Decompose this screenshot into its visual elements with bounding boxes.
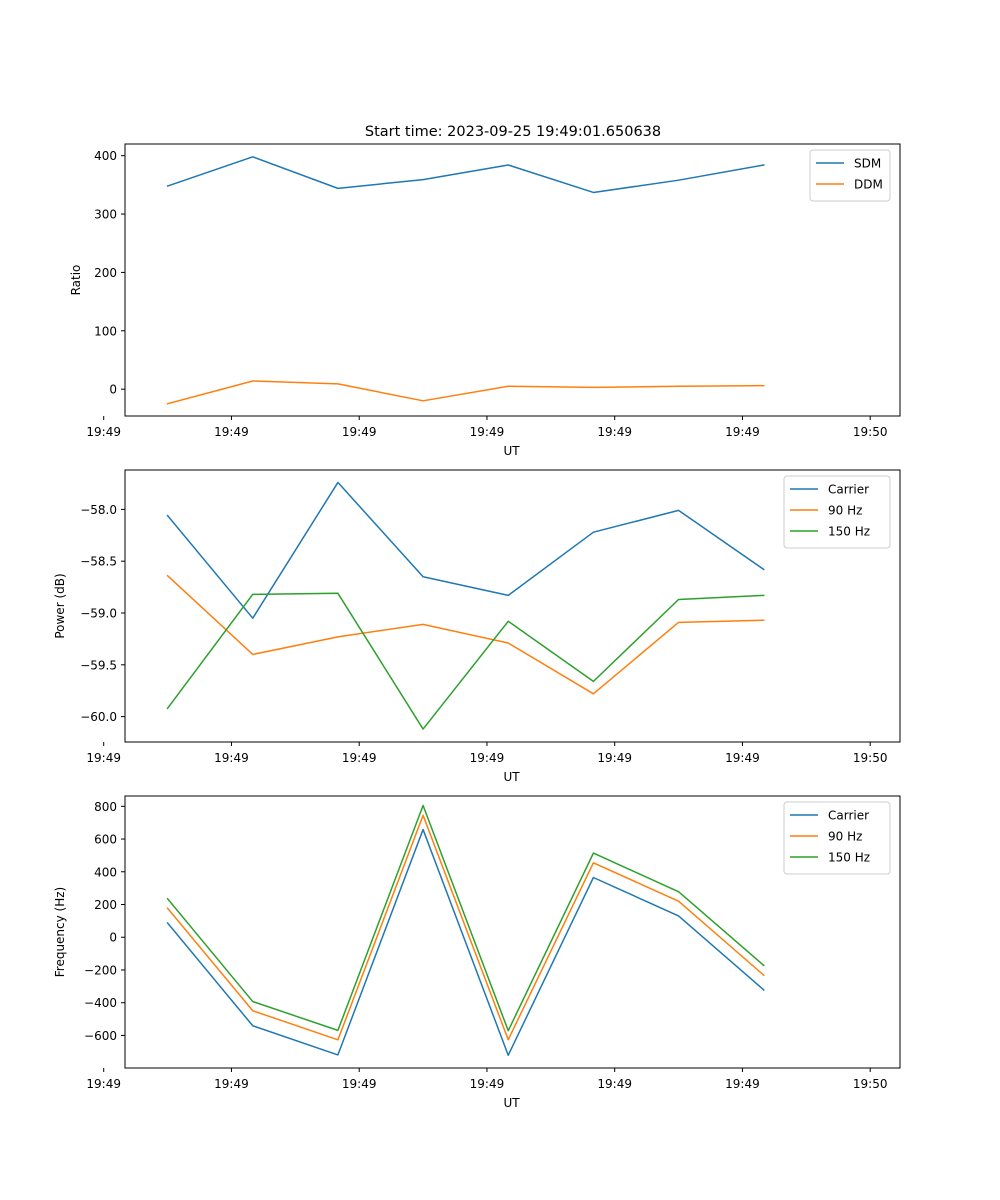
ratio-y-tick-label: 0 <box>109 383 117 397</box>
power-legend-label: Carrier <box>828 483 869 497</box>
ratio-legend: SDM DDM <box>809 149 891 202</box>
power-y-tick-label: −58.0 <box>80 503 117 517</box>
frequency-axes-frame <box>124 795 901 1069</box>
power-legend-label: 150 Hz <box>828 525 870 539</box>
frequency-legend-label: 90 Hz <box>828 830 862 844</box>
frequency-x-tick-label: 19:49 <box>725 1077 760 1091</box>
power-x-tick-label: 19:49 <box>214 751 249 765</box>
power-x-tick-label: 19:49 <box>470 751 505 765</box>
ratio-y-tick-label: 400 <box>94 149 117 163</box>
frequency-chart: 19:49 19:49 19:49 19:49 19:49 19:49 19:50 −600 −… <box>53 795 901 1110</box>
ratio-x-tick-label: 19:49 <box>470 425 505 439</box>
frequency-y-tick-label: 800 <box>94 800 117 814</box>
ratio-legend-label: DDM <box>854 178 883 192</box>
frequency-series-150-hz-line <box>166 804 765 1032</box>
power-y-tick-label: −58.5 <box>80 555 117 569</box>
ratio-axes-frame <box>124 143 901 417</box>
power-legend-box <box>783 475 891 549</box>
frequency-y-tick-label: 400 <box>94 865 117 879</box>
frequency-y-tick-label: −200 <box>84 963 117 977</box>
frequency-legend-label: Carrier <box>828 809 869 823</box>
ratio-x-tick-label: 19:49 <box>86 425 121 439</box>
frequency-y-tick-label: 0 <box>109 931 117 945</box>
power-series-carrier-line <box>166 481 765 619</box>
power-series-90-hz-line <box>166 574 765 695</box>
power-x-axis-label: UT <box>503 770 520 784</box>
frequency-legend-label: 150 Hz <box>828 851 870 865</box>
ratio-x-axis-label: UT <box>503 444 520 458</box>
ratio-chart: 19:49 19:49 19:49 19:49 19:49 19:49 19:50 0 100 2… <box>69 143 901 458</box>
frequency-x-tick-label: 19:50 <box>853 1077 888 1091</box>
frequency-x-tick-label: 19:49 <box>597 1077 632 1091</box>
frequency-x-tick-label: 19:49 <box>86 1077 121 1091</box>
ratio-y-tick-label: 100 <box>94 324 117 338</box>
power-chart: 19:49 19:49 19:49 19:49 19:49 19:49 19:50 −60.0… <box>53 469 901 784</box>
power-legend-label: 90 Hz <box>828 504 862 518</box>
ratio-x-tick-label: 19:49 <box>342 425 377 439</box>
power-y-tick-label: −59.5 <box>80 658 117 672</box>
power-x-tick-label: 19:49 <box>597 751 632 765</box>
ratio-x-tick-label: 19:50 <box>853 425 888 439</box>
power-series-150-hz-line <box>166 592 765 730</box>
frequency-y-tick-label: 600 <box>94 833 117 847</box>
power-x-tick-label: 19:49 <box>725 751 760 765</box>
ratio-y-tick-label: 200 <box>94 266 117 280</box>
frequency-y-tick-label: 200 <box>94 898 117 912</box>
frequency-y-tick-label: −600 <box>84 1029 117 1043</box>
plots-container: 19:49 19:49 19:49 19:49 19:49 19:49 19:50 0 100 2… <box>53 143 901 1110</box>
power-y-axis-label: Power (dB) <box>53 573 67 638</box>
ratio-x-tick-label: 19:49 <box>725 425 760 439</box>
power-x-tick-label: 19:50 <box>853 751 888 765</box>
frequency-x-tick-label: 19:49 <box>342 1077 377 1091</box>
power-legend: Carrier 90 Hz 150 Hz <box>783 475 891 549</box>
frequency-series-carrier-line <box>166 828 765 1056</box>
power-x-tick-label: 19:49 <box>342 751 377 765</box>
ratio-series-ddm-line <box>166 380 765 405</box>
frequency-legend-box <box>783 801 891 875</box>
figure-title: Start time: 2023-09-25 19:49:01.650638 <box>365 124 661 140</box>
frequency-x-tick-label: 19:49 <box>214 1077 249 1091</box>
ratio-x-tick-label: 19:49 <box>597 425 632 439</box>
frequency-y-tick-label: −400 <box>84 996 117 1010</box>
frequency-x-tick-label: 19:49 <box>470 1077 505 1091</box>
ratio-legend-label: SDM <box>854 157 881 171</box>
ratio-y-axis-label: Ratio <box>69 265 83 296</box>
power-y-tick-label: −60.0 <box>80 710 117 724</box>
ratio-x-tick-label: 19:49 <box>214 425 249 439</box>
frequency-series-90-hz-line <box>166 814 765 1041</box>
power-y-tick-label: −59.0 <box>80 606 117 620</box>
power-axes-frame <box>124 469 901 743</box>
power-x-tick-label: 19:49 <box>86 751 121 765</box>
frequency-legend: Carrier 90 Hz 150 Hz <box>783 801 891 875</box>
ratio-y-tick-label: 300 <box>94 208 117 222</box>
frequency-x-axis-label: UT <box>503 1096 520 1110</box>
frequency-y-axis-label: Frequency (Hz) <box>53 887 67 978</box>
ratio-series-sdm-line <box>166 156 765 194</box>
